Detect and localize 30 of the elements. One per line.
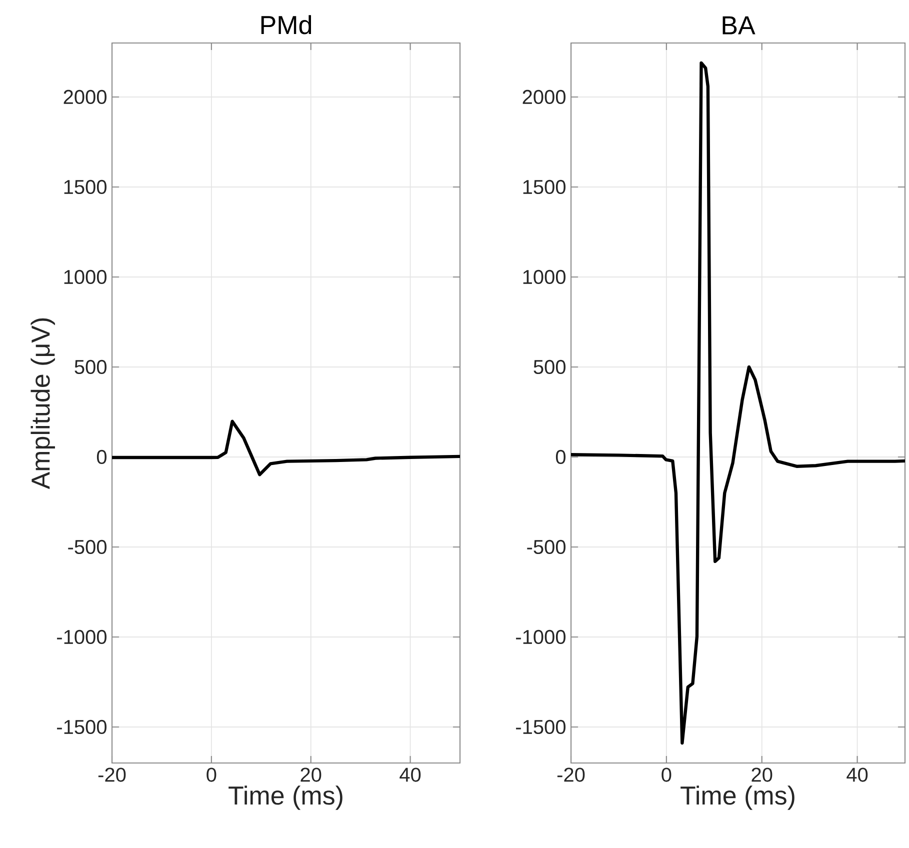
y-tick-label: 0 (96, 450, 107, 464)
chart-title: PMd (261, 15, 312, 34)
x-tick-label: -20 (557, 768, 585, 782)
y-tick-label: -1000 (57, 630, 106, 644)
y-tick-label: 1500 (523, 180, 566, 194)
x-tick-label: -20 (98, 768, 126, 782)
y-tick-label: 500 (534, 360, 566, 374)
y-tick-label: -500 (527, 540, 566, 554)
x-axis-title: Time (ms) (680, 786, 794, 810)
y-tick-label: 1000 (64, 270, 106, 284)
line-series (571, 61, 905, 745)
y-tick-label: 0 (556, 450, 566, 464)
x-tick-label: 20 (752, 768, 772, 782)
x-axis-title: Time (ms) (228, 786, 342, 810)
y-tick-label: -1500 (57, 720, 106, 734)
x-tick-label: 40 (400, 768, 421, 782)
y-tick-label: 2000 (64, 90, 106, 104)
x-tick-label: 20 (300, 768, 322, 782)
y-axis-title: Amplitude (μV) (30, 318, 55, 490)
y-tick-label: -500 (68, 540, 106, 554)
y-tick-label: 1000 (523, 270, 566, 284)
x-tick-label: 40 (846, 768, 868, 782)
x-tick-label: 0 (206, 768, 216, 782)
x-tick-label: 0 (662, 768, 672, 782)
y-tick-label: 2000 (522, 90, 566, 104)
y-tick-label: 1500 (64, 180, 106, 194)
y-tick-label: 500 (74, 360, 106, 374)
y-tick-label: -1500 (516, 720, 566, 734)
chart-title: BA (722, 16, 756, 34)
y-tick-label: -1000 (516, 630, 566, 644)
